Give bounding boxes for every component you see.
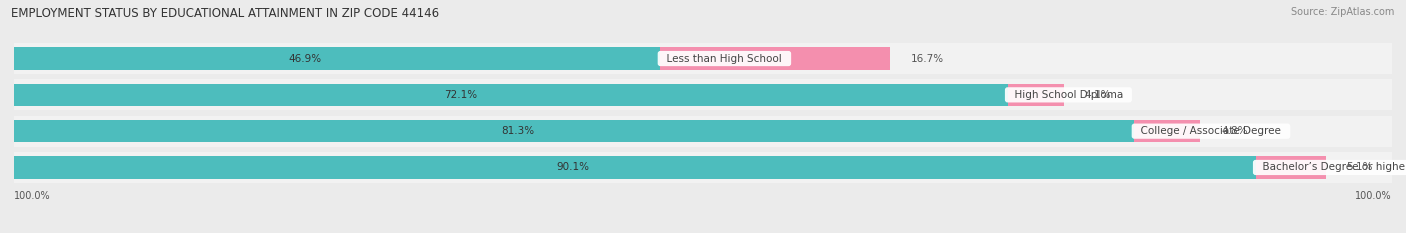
Bar xyxy=(14,120,1135,142)
Text: Less than High School: Less than High School xyxy=(661,54,789,64)
Bar xyxy=(14,156,1256,179)
Text: High School Diploma: High School Diploma xyxy=(1008,90,1129,100)
Bar xyxy=(1256,156,1326,179)
Text: Bachelor’s Degree or higher: Bachelor’s Degree or higher xyxy=(1256,162,1406,172)
Text: Source: ZipAtlas.com: Source: ZipAtlas.com xyxy=(1291,7,1395,17)
Text: 4.1%: 4.1% xyxy=(1084,90,1111,100)
Text: 72.1%: 72.1% xyxy=(444,90,478,100)
Bar xyxy=(14,116,1392,147)
Text: College / Associate Degree: College / Associate Degree xyxy=(1135,126,1288,136)
Text: 90.1%: 90.1% xyxy=(557,162,589,172)
Text: EMPLOYMENT STATUS BY EDUCATIONAL ATTAINMENT IN ZIP CODE 44146: EMPLOYMENT STATUS BY EDUCATIONAL ATTAINM… xyxy=(11,7,439,20)
Bar xyxy=(14,152,1392,183)
Bar xyxy=(14,47,661,70)
Bar xyxy=(14,84,1008,106)
Text: 4.8%: 4.8% xyxy=(1220,126,1247,136)
Text: 46.9%: 46.9% xyxy=(288,54,322,64)
Bar xyxy=(14,43,1392,74)
Bar xyxy=(661,47,890,70)
Text: 100.0%: 100.0% xyxy=(14,191,51,201)
Bar xyxy=(14,79,1392,110)
Text: 100.0%: 100.0% xyxy=(1355,191,1392,201)
Text: 5.1%: 5.1% xyxy=(1347,162,1374,172)
Text: 81.3%: 81.3% xyxy=(502,126,534,136)
Text: 16.7%: 16.7% xyxy=(911,54,945,64)
Bar xyxy=(1135,120,1201,142)
Bar xyxy=(1008,84,1064,106)
